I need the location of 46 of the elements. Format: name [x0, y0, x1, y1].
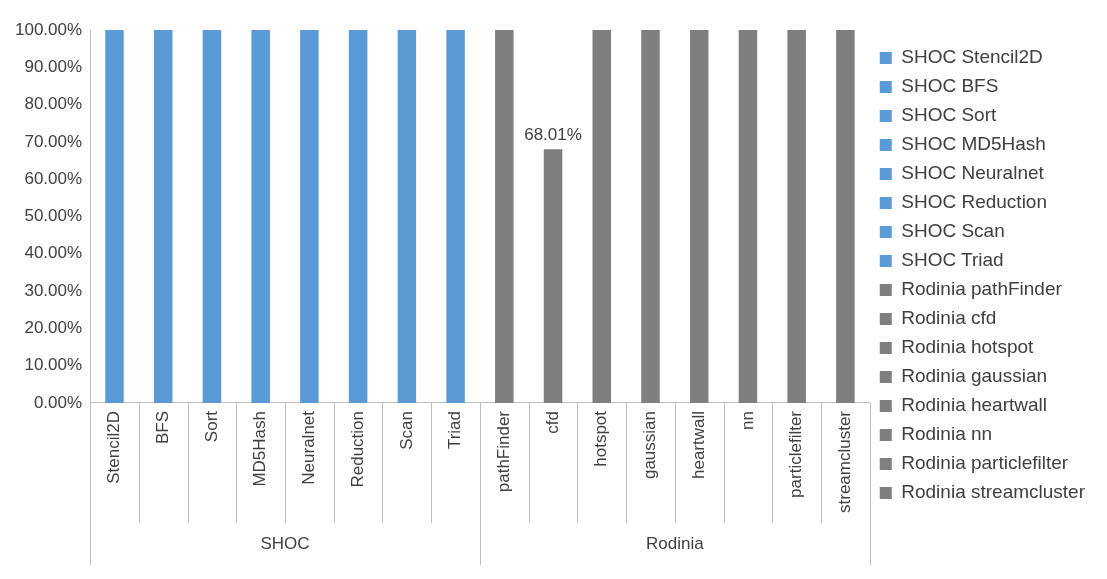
text: SHOC — [260, 533, 310, 553]
legend-label: SHOC Stencil2D — [901, 46, 1043, 68]
y-tick-label: 10.00% — [24, 355, 83, 375]
legend-label: SHOC Reduction — [901, 191, 1047, 213]
x-tick-label: nn — [737, 410, 757, 430]
x-tick-label: gaussian — [640, 410, 660, 480]
y-tick-label: 60.00% — [24, 168, 83, 188]
legend-label: Rodinia cfd — [901, 307, 997, 329]
legend-label: SHOC Sort — [901, 104, 997, 126]
text: Rodinia — [646, 533, 705, 553]
legend-label: Rodinia pathFinder — [901, 278, 1063, 300]
legend-label: Rodinia heartwall — [901, 394, 1048, 416]
data-label: 68.01% — [524, 124, 582, 144]
x-tick-label: hotspot — [591, 410, 611, 467]
x-tick-label: Sort — [201, 410, 221, 443]
legend-label: SHOC BFS — [901, 75, 999, 97]
y-tick-label: 20.00% — [24, 318, 83, 338]
y-tick-label: 100.00% — [14, 19, 83, 39]
x-tick-label: Triad — [445, 410, 465, 450]
legend-label: SHOC Neuralnet — [901, 162, 1045, 184]
x-tick-label: streamcluster — [835, 410, 855, 514]
y-tick-label: 40.00% — [24, 243, 83, 263]
y-tick-label: 30.00% — [24, 280, 83, 300]
legend-label: SHOC Triad — [901, 249, 1004, 271]
legend-label: Rodinia hotspot — [901, 336, 1035, 358]
legend-label: Rodinia nn — [901, 423, 993, 445]
x-tick-label: Reduction — [347, 410, 367, 488]
legend-label: SHOC MD5Hash — [901, 133, 1046, 155]
y-tick-label: 70.00% — [24, 131, 83, 151]
x-tick-label: pathFinder — [493, 410, 513, 493]
y-tick-label: 90.00% — [24, 56, 83, 76]
x-tick-label: Stencil2D — [104, 410, 124, 484]
x-tick-label: BFS — [152, 410, 172, 445]
x-tick-label: MD5Hash — [250, 410, 270, 487]
x-tick-label: Neuralnet — [299, 410, 319, 485]
legend-label: SHOC Scan — [901, 220, 1005, 242]
x-tick-label: heartwall — [688, 410, 708, 480]
legend-label: Rodinia particlefilter — [901, 452, 1069, 474]
x-tick-label: cfd — [542, 410, 562, 434]
legend-label: Rodinia streamcluster — [901, 481, 1086, 503]
x-tick-label: Scan — [396, 410, 416, 450]
y-tick-label: 50.00% — [24, 206, 83, 226]
y-tick-label: 80.00% — [24, 94, 83, 114]
legend-label: Rodinia gaussian — [901, 365, 1048, 387]
x-tick-label: particlefilter — [786, 410, 806, 498]
y-tick-label: 0.00% — [33, 392, 83, 412]
